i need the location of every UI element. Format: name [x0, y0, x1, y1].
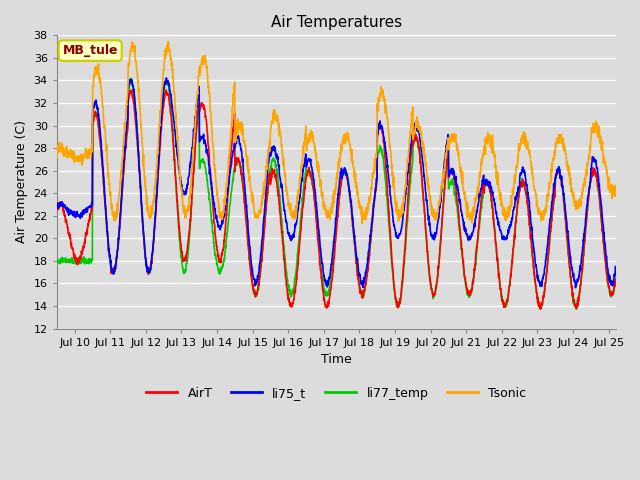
- Text: MB_tule: MB_tule: [63, 44, 118, 57]
- Legend: AirT, li75_t, li77_temp, Tsonic: AirT, li75_t, li77_temp, Tsonic: [141, 382, 531, 405]
- Y-axis label: Air Temperature (C): Air Temperature (C): [15, 120, 28, 243]
- X-axis label: Time: Time: [321, 353, 351, 366]
- Title: Air Temperatures: Air Temperatures: [271, 15, 402, 30]
